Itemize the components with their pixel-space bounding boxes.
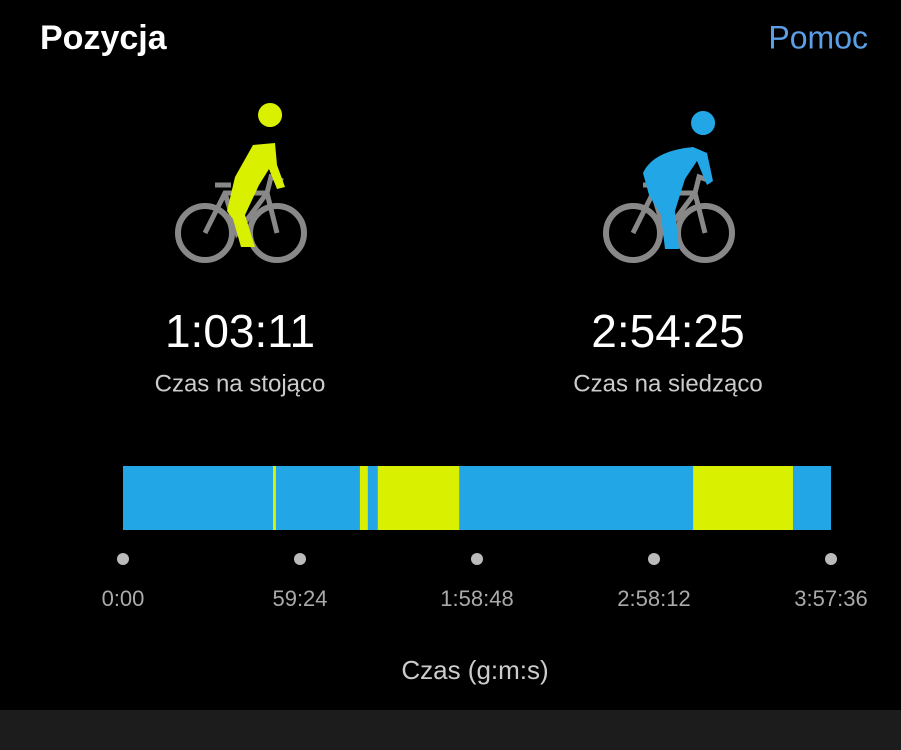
tick-dot [471, 553, 483, 565]
stat-label: Czas na stojąco [155, 370, 326, 397]
standing-segment [359, 466, 368, 530]
x-axis-label: Czas (g:m:s) [401, 655, 548, 685]
x-tick-label: 3:57:36 [794, 586, 867, 611]
wheel [675, 203, 735, 263]
standing-segment [272, 466, 276, 530]
bottom-bar [0, 710, 901, 750]
tick-dot [648, 553, 660, 565]
stat-label: Czas na siedząco [573, 370, 762, 397]
x-tick-label: 0:00 [102, 586, 145, 611]
stat-value: 2:54:25 [591, 305, 744, 357]
stat-value: 1:03:11 [165, 305, 315, 357]
tick-dot [117, 553, 129, 565]
wheel [603, 203, 663, 263]
standing-segment [377, 466, 460, 530]
rider [227, 103, 285, 247]
page-title: Pozycja [40, 19, 168, 57]
wheel [175, 203, 235, 263]
cyclist-icon [603, 111, 735, 263]
help-link[interactable]: Pomoc [768, 19, 868, 55]
x-tick-label: 1:58:48 [440, 586, 513, 611]
x-tick-label: 59:24 [272, 586, 327, 611]
standing-segment [693, 466, 793, 530]
tick-dot [825, 553, 837, 565]
tick-dot [294, 553, 306, 565]
rider [643, 111, 716, 249]
x-tick-label: 2:58:12 [617, 586, 690, 611]
cyclist-icon [175, 103, 307, 263]
